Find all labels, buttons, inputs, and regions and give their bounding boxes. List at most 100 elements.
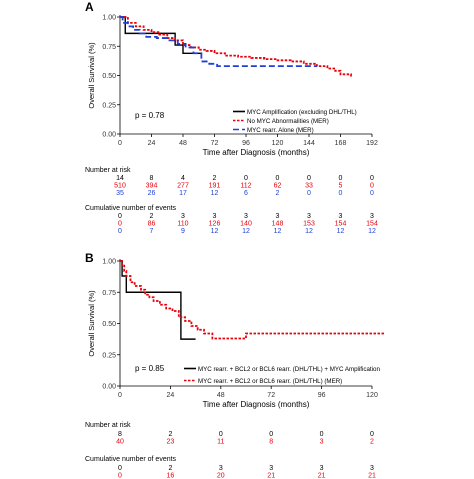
events-table-cell: 0 <box>118 228 122 235</box>
events-table-cell: 154 <box>335 221 347 228</box>
x-tick-label: 120 <box>272 140 284 147</box>
y-tick-label: 0.25 <box>102 102 116 109</box>
risk-table-cell: 394 <box>146 183 158 190</box>
events-table-cell: 3 <box>307 213 311 220</box>
series-line <box>120 16 317 68</box>
risk-table-cell: 8 <box>150 175 154 182</box>
risk-table-cell: 0 <box>244 175 248 182</box>
risk-table-cell: 0 <box>370 183 374 190</box>
risk-table-cell: 191 <box>209 183 221 190</box>
risk-table-cell: 8 <box>118 431 122 438</box>
y-tick-label: 0.75 <box>102 44 116 51</box>
series-line <box>120 260 385 340</box>
p-value-label: p = 0.78 <box>135 111 165 120</box>
risk-table-cell: 26 <box>148 190 156 197</box>
risk-table-cell: 5 <box>339 183 343 190</box>
events-table-cell: 20 <box>217 473 225 479</box>
events-table-cell: 3 <box>320 465 324 472</box>
events-table-cell: 12 <box>242 228 250 235</box>
y-tick-label: 0.50 <box>102 321 116 328</box>
events-table-cell: 110 <box>177 221 188 228</box>
x-tick-label: 0 <box>118 392 122 399</box>
legend-entry: No MYC Abnormalities (MER) <box>247 118 329 125</box>
events-table-cell: 3 <box>370 213 374 220</box>
events-table-cell: 154 <box>366 221 378 228</box>
risk-table-cell: 0 <box>339 175 343 182</box>
panel-label: A <box>85 0 94 14</box>
events-table-cell: 12 <box>305 228 313 235</box>
events-table-cell: 3 <box>181 213 185 220</box>
x-tick-label: 72 <box>267 392 275 399</box>
risk-table-cell: 12 <box>211 190 219 197</box>
x-tick-label: 0 <box>118 140 122 147</box>
series-line <box>120 260 196 340</box>
risk-table-cell: 4 <box>181 175 185 182</box>
legend-entry: MYC rearr. Alone (MER) <box>247 127 314 134</box>
events-table-title: Cumulative number of events <box>85 205 177 212</box>
y-tick-label: 0.75 <box>102 290 116 297</box>
risk-table-cell: 23 <box>167 439 175 446</box>
risk-table-cell: 2 <box>276 190 280 197</box>
events-table-cell: 3 <box>269 465 273 472</box>
events-table-cell: 126 <box>209 221 221 228</box>
events-table-cell: 12 <box>368 228 376 235</box>
risk-table-cell: 277 <box>177 183 189 190</box>
events-table-cell: 86 <box>148 221 156 228</box>
x-tick-label: 120 <box>366 392 378 399</box>
events-table-cell: 2 <box>168 465 172 472</box>
events-table-cell: 12 <box>211 228 219 235</box>
risk-table-title: Number at risk <box>85 167 131 174</box>
events-table-cell: 3 <box>276 213 280 220</box>
p-value-label: p = 0.85 <box>135 364 165 373</box>
events-table-title: Cumulative number of events <box>85 456 177 463</box>
risk-table-cell: 40 <box>116 439 124 446</box>
risk-table-cell: 2 <box>370 439 374 446</box>
risk-table-cell: 0 <box>370 175 374 182</box>
risk-table-cell: 0 <box>370 190 374 197</box>
y-tick-label: 1.00 <box>102 15 116 22</box>
legend-entry: MYC Amplification (excluding DHL/THL) <box>247 109 357 116</box>
panel-label: B <box>85 251 94 265</box>
events-table-cell: 21 <box>267 473 275 479</box>
y-tick-label: 0.25 <box>102 352 116 359</box>
x-axis-title: Time after Diagnosis (months) <box>203 400 310 409</box>
x-tick-label: 72 <box>211 140 219 147</box>
events-table-cell: 3 <box>219 465 223 472</box>
risk-table-cell: 0 <box>269 431 273 438</box>
events-table-cell: 0 <box>118 221 122 228</box>
risk-table-cell: 3 <box>320 439 324 446</box>
x-tick-label: 48 <box>217 392 225 399</box>
x-tick-label: 192 <box>366 140 378 147</box>
x-tick-label: 144 <box>303 140 315 147</box>
events-table-cell: 3 <box>339 213 343 220</box>
y-tick-label: 0.00 <box>102 132 116 139</box>
x-tick-label: 96 <box>242 140 250 147</box>
risk-table-cell: 11 <box>217 439 224 446</box>
x-tick-label: 24 <box>148 140 156 147</box>
x-tick-label: 96 <box>318 392 326 399</box>
events-table-cell: 153 <box>303 221 315 228</box>
risk-table-cell: 0 <box>370 431 374 438</box>
events-table-cell: 7 <box>150 228 154 235</box>
risk-table-cell: 0 <box>339 190 343 197</box>
events-table-cell: 16 <box>167 473 175 479</box>
risk-table-cell: 0 <box>219 431 223 438</box>
events-table-cell: 3 <box>213 213 217 220</box>
risk-table-cell: 0 <box>320 431 324 438</box>
events-table-cell: 9 <box>181 228 185 235</box>
x-tick-label: 48 <box>179 140 187 147</box>
risk-table-cell: 35 <box>116 190 124 197</box>
events-table-cell: 21 <box>318 473 326 479</box>
risk-table-title: Number at risk <box>85 422 131 429</box>
x-tick-label: 168 <box>335 140 347 147</box>
events-table-cell: 3 <box>370 465 374 472</box>
events-table-cell: 21 <box>368 473 376 479</box>
risk-table-cell: 6 <box>244 190 248 197</box>
risk-table-cell: 33 <box>305 183 313 190</box>
events-table-cell: 12 <box>337 228 345 235</box>
events-table-cell: 2 <box>150 213 154 220</box>
x-tick-label: 24 <box>167 392 175 399</box>
events-table-cell: 0 <box>118 465 122 472</box>
risk-table-cell: 112 <box>240 183 251 190</box>
